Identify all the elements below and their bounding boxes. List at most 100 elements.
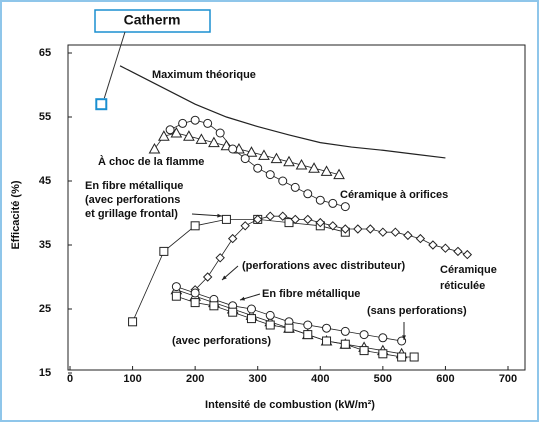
point	[253, 163, 263, 173]
point	[308, 162, 320, 173]
point	[209, 301, 219, 311]
y-tick-label: 25	[39, 303, 51, 315]
point	[415, 233, 426, 244]
point	[340, 339, 350, 349]
point	[265, 320, 275, 330]
point	[303, 214, 313, 225]
point	[240, 154, 250, 164]
point	[315, 195, 325, 205]
point	[240, 221, 250, 231]
point	[303, 320, 313, 330]
point	[340, 326, 350, 336]
x-tick-label: 100	[123, 373, 141, 385]
point	[462, 249, 473, 260]
annotation: À choc de la flamme	[98, 155, 204, 168]
point	[453, 246, 463, 257]
arrow	[191, 213, 223, 217]
point	[315, 217, 325, 228]
point	[215, 128, 225, 138]
y-tick-label: 15	[39, 367, 51, 379]
y-axis-label: Efficacité (%)	[10, 180, 22, 249]
arrow-head	[240, 296, 245, 301]
y-tick-label: 55	[39, 111, 51, 123]
point	[202, 272, 213, 282]
arrow-head	[402, 335, 406, 340]
y-tick-label: 65	[39, 47, 51, 59]
point	[159, 246, 169, 256]
point	[378, 227, 388, 237]
x-tick-label: 700	[499, 373, 517, 385]
point	[178, 118, 188, 128]
x-tick-label: 500	[374, 373, 392, 385]
x-tick-label: 400	[311, 373, 329, 385]
annotation: (perforations avec distributeur)	[242, 260, 406, 272]
annotation: Céramique	[440, 264, 497, 276]
point	[158, 130, 170, 141]
point	[340, 202, 350, 212]
point	[270, 152, 283, 164]
point	[215, 253, 225, 263]
point	[303, 330, 313, 340]
annotation: Céramique à orifices	[340, 189, 448, 201]
point	[333, 168, 345, 180]
point	[190, 288, 200, 298]
point	[253, 214, 263, 225]
point	[278, 176, 288, 186]
annotation: (avec perforations	[85, 194, 180, 206]
point	[409, 352, 419, 362]
point	[295, 158, 308, 170]
point	[440, 243, 451, 253]
point	[378, 349, 388, 359]
annotation: (avec perforations)	[172, 335, 271, 347]
point	[359, 330, 369, 340]
point	[283, 155, 295, 167]
highlight-label: Catherm	[124, 12, 181, 28]
point	[190, 298, 200, 308]
point	[148, 142, 161, 154]
series-line	[154, 132, 340, 175]
series-line	[132, 219, 346, 322]
point	[322, 323, 332, 333]
point	[265, 211, 275, 221]
point	[227, 233, 238, 244]
plot-frame	[67, 44, 526, 371]
point	[258, 149, 270, 160]
y-tick-label: 45	[39, 175, 51, 187]
point	[246, 304, 256, 314]
x-tick-label: 300	[249, 373, 267, 385]
x-tick-label: 0	[67, 373, 73, 385]
point	[203, 118, 213, 128]
point	[228, 144, 238, 154]
point	[171, 282, 181, 292]
point	[221, 214, 231, 224]
point	[278, 211, 288, 221]
point	[390, 227, 401, 237]
point	[265, 310, 275, 320]
point	[128, 317, 138, 327]
point	[228, 307, 238, 317]
annotation: réticulée	[440, 280, 485, 292]
point	[171, 291, 181, 301]
point	[328, 198, 338, 208]
point	[170, 126, 183, 138]
point	[190, 221, 200, 231]
point	[320, 165, 333, 176]
point	[245, 146, 258, 157]
x-axis-label: Intensité de combustion (kW/m²)	[205, 399, 375, 411]
x-tick-label: 200	[186, 373, 204, 385]
point	[195, 133, 208, 144]
point	[328, 221, 338, 231]
point	[246, 314, 256, 324]
point	[428, 240, 438, 250]
point	[265, 170, 275, 180]
point	[340, 224, 351, 234]
arrow-head	[217, 213, 222, 218]
pointer-line	[103, 31, 126, 99]
point	[378, 333, 388, 343]
point	[290, 182, 300, 192]
annotation: En fibre métallique	[262, 288, 360, 300]
point	[190, 115, 200, 125]
point	[303, 189, 313, 199]
